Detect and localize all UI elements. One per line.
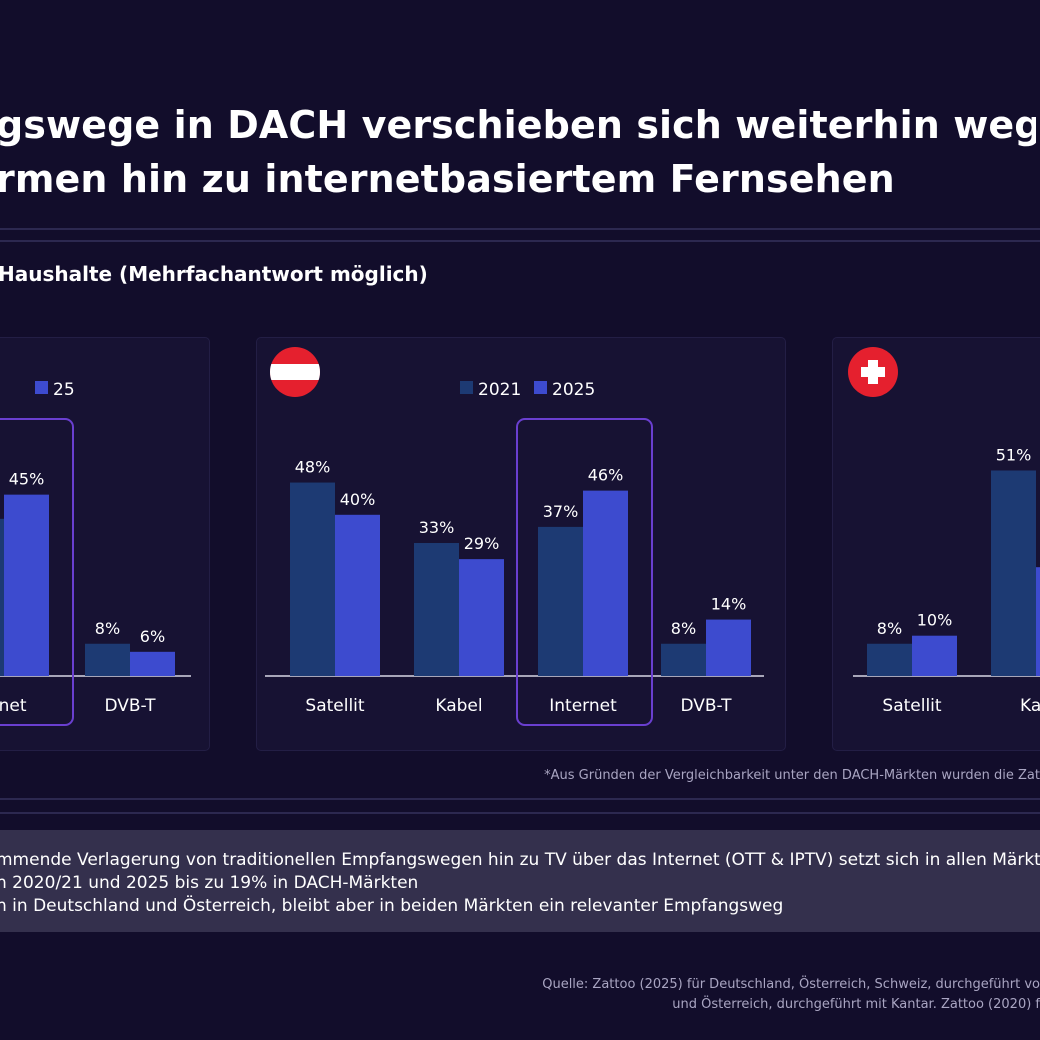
data-label: 33% <box>419 518 455 537</box>
bar-2021-DVB-T <box>85 643 130 676</box>
bar-2025-Kab <box>1036 567 1040 676</box>
category-label: ernet <box>0 696 27 716</box>
data-label: 8% <box>95 619 120 638</box>
data-label: 48% <box>295 458 331 477</box>
legend-label-2021: 2021 <box>478 380 521 400</box>
legend-swatch-2021 <box>460 381 473 394</box>
data-label: 10% <box>917 611 953 630</box>
bar-2021-Kabel <box>414 543 459 676</box>
source-line-1: Quelle: Zattoo (2025) für Deutschland, Ö… <box>542 977 1040 992</box>
bar-2025-DVB-T <box>706 619 751 676</box>
title-line-1: gswege in DACH verschieben sich weiterhi… <box>0 103 1036 147</box>
legend-swatch-2025 <box>35 381 48 394</box>
legend-swatch-2025 <box>534 381 547 394</box>
summary-box: mmende Verlagerung von traditionellen Em… <box>0 830 1040 932</box>
bar-2025-ernet <box>4 494 49 676</box>
data-label: 45% <box>9 470 45 489</box>
bar-2025-Internet <box>583 490 628 676</box>
data-label: 6% <box>140 627 165 646</box>
title-line-2: rmen hin zu internetbasiertem Fernsehen <box>0 157 895 201</box>
austria-flag-icon <box>270 347 320 397</box>
data-label: 51% <box>996 445 1032 464</box>
bar-2021-Internet <box>538 526 583 676</box>
chart-subtitle: Haushalte (Mehrfachantwort möglich) <box>0 262 428 286</box>
legend-label-2025: 2025 <box>552 380 595 400</box>
bar-2025-Kabel <box>459 559 504 676</box>
chart-panel-germany: 25 45% ernet 8% 6% DVB-T <box>0 337 210 751</box>
data-label: 8% <box>671 619 696 638</box>
summary-bullet-2: n 2020/21 und 2025 bis zu 19% in DACH-Mä… <box>0 873 419 893</box>
highlight-box <box>516 418 653 726</box>
bar-2021-Satellit <box>290 482 335 676</box>
data-label: 14% <box>711 595 747 614</box>
bar-2021-DVB-T <box>661 643 706 676</box>
data-label: 29% <box>464 534 500 553</box>
footnote: *Aus Gründen der Vergleichbarkeit unter … <box>544 768 1040 783</box>
chart-panel-austria: 2021 2025 48% 40% Satellit 33% 29% Kabel 37% 46% I… <box>256 337 786 751</box>
category-label: Satellit <box>882 696 942 716</box>
divider-mid-2 <box>0 812 1040 814</box>
chart-svg-switzerland: 8% 10% Satellit 51% Kab <box>853 445 1040 716</box>
source-line-2: und Österreich, durchgeführt mit Kantar.… <box>672 997 1040 1012</box>
highlight-box <box>0 418 74 726</box>
divider-top <box>0 228 1040 230</box>
data-label: 37% <box>543 502 579 521</box>
divider-top-2 <box>0 240 1040 242</box>
data-label: 8% <box>877 619 902 638</box>
bar-2025-DVB-T <box>130 651 175 676</box>
legend-label-2025: 25 <box>53 380 75 400</box>
chart-svg-austria: 2021 2025 48% 40% Satellit 33% 29% Kabel 37% 46% I… <box>265 380 764 726</box>
category-label: DVB-T <box>104 696 156 716</box>
page-title: gswege in DACH verschieben sich weiterhi… <box>0 98 1036 206</box>
switzerland-flag-icon <box>848 347 898 397</box>
category-label: Kab <box>1020 696 1040 716</box>
bar-2021-ernet <box>0 518 4 676</box>
bar-2025-Satellit <box>912 635 957 676</box>
divider-mid <box>0 798 1040 800</box>
bar-2021-Kab <box>991 470 1036 676</box>
category-label: Satellit <box>305 696 365 716</box>
category-label: Internet <box>549 696 617 716</box>
summary-bullet-1: mmende Verlagerung von traditionellen Em… <box>0 850 1040 870</box>
category-label: DVB-T <box>680 696 732 716</box>
category-label: Kabel <box>435 696 482 716</box>
data-label: 40% <box>340 490 376 509</box>
chart-svg-germany: 25 45% ernet 8% 6% DVB-T <box>0 380 191 726</box>
bar-2025-Satellit <box>335 514 380 676</box>
bar-2021-Satellit <box>867 643 912 676</box>
chart-panel-switzerland: 8% 10% Satellit 51% Kab <box>832 337 1040 751</box>
data-label: 46% <box>588 466 624 485</box>
summary-bullet-3: h in Deutschland und Österreich, bleibt … <box>0 896 784 916</box>
